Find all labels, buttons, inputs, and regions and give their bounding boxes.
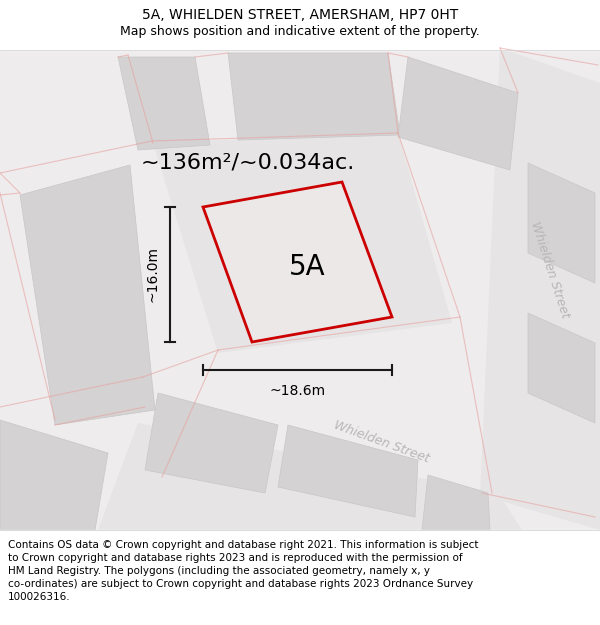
Text: HM Land Registry. The polygons (including the associated geometry, namely x, y: HM Land Registry. The polygons (includin…: [8, 566, 430, 576]
Polygon shape: [480, 48, 600, 530]
Polygon shape: [0, 420, 108, 530]
Polygon shape: [118, 57, 210, 150]
Text: 100026316.: 100026316.: [8, 592, 71, 602]
Text: Whielden Street: Whielden Street: [332, 419, 431, 466]
Text: ~16.0m: ~16.0m: [146, 246, 160, 302]
Text: to Crown copyright and database rights 2023 and is reproduced with the permissio: to Crown copyright and database rights 2…: [8, 553, 463, 563]
Text: ~18.6m: ~18.6m: [269, 384, 326, 398]
Text: 5A: 5A: [289, 253, 326, 281]
Polygon shape: [422, 475, 490, 530]
Bar: [0, 50, 600, 530]
Polygon shape: [98, 423, 522, 530]
Polygon shape: [145, 393, 278, 493]
Polygon shape: [528, 313, 595, 423]
Polygon shape: [153, 133, 452, 353]
Text: Contains OS data © Crown copyright and database right 2021. This information is : Contains OS data © Crown copyright and d…: [8, 540, 479, 550]
Text: Map shows position and indicative extent of the property.: Map shows position and indicative extent…: [120, 26, 480, 39]
Text: 5A, WHIELDEN STREET, AMERSHAM, HP7 0HT: 5A, WHIELDEN STREET, AMERSHAM, HP7 0HT: [142, 8, 458, 22]
Polygon shape: [398, 57, 518, 170]
Text: ~136m²/~0.034ac.: ~136m²/~0.034ac.: [141, 153, 355, 173]
Polygon shape: [203, 182, 392, 342]
Polygon shape: [528, 163, 595, 283]
Polygon shape: [20, 165, 155, 425]
Text: Whielden Street: Whielden Street: [528, 220, 572, 320]
Polygon shape: [278, 425, 418, 517]
Polygon shape: [228, 53, 400, 140]
Text: co-ordinates) are subject to Crown copyright and database rights 2023 Ordnance S: co-ordinates) are subject to Crown copyr…: [8, 579, 473, 589]
